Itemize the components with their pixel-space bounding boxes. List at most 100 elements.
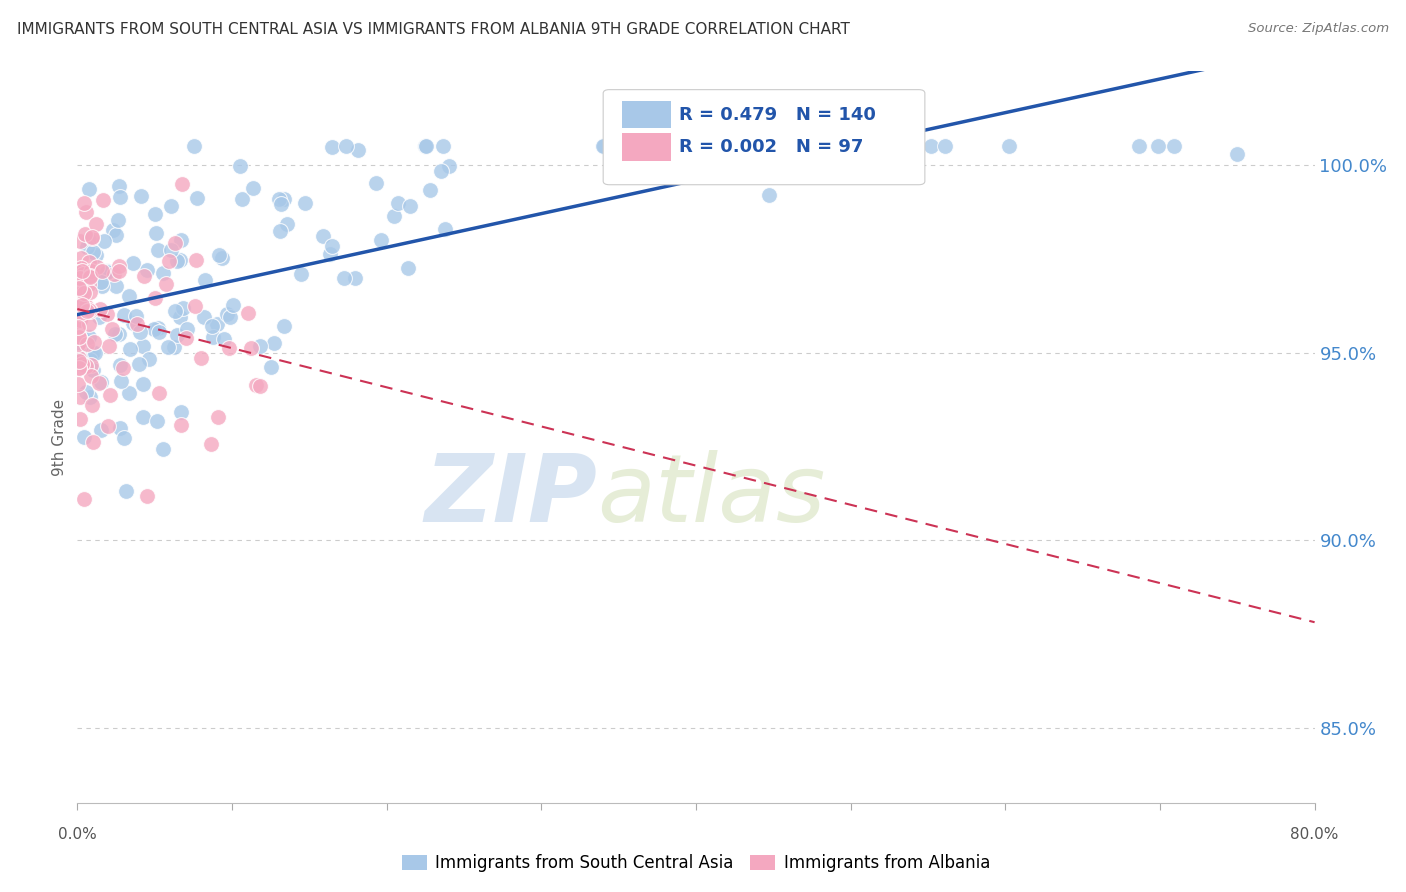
Point	[129, 188, 152, 202]
Point	[77, 277, 100, 292]
Point	[110, 421, 132, 435]
Point	[270, 197, 292, 211]
Point	[166, 254, 188, 268]
Text: R = 0.002   N = 97: R = 0.002 N = 97	[679, 137, 863, 156]
Point	[105, 279, 128, 293]
Point	[169, 253, 191, 268]
Point	[80, 231, 103, 245]
Point	[72, 267, 94, 281]
Point	[201, 330, 224, 344]
Point	[97, 419, 120, 434]
Point	[73, 285, 96, 300]
Point	[79, 285, 101, 299]
Point	[156, 340, 179, 354]
Point	[142, 321, 165, 335]
Point	[211, 251, 233, 265]
Text: ZIP: ZIP	[425, 450, 598, 541]
Point	[67, 344, 90, 359]
Point	[934, 139, 956, 153]
Point	[415, 139, 437, 153]
Point	[112, 360, 135, 375]
Point	[396, 261, 419, 276]
Text: IMMIGRANTS FROM SOUTH CENTRAL ASIA VS IMMIGRANTS FROM ALBANIA 9TH GRADE CORRELAT: IMMIGRANTS FROM SOUTH CENTRAL ASIA VS IM…	[17, 22, 849, 37]
Point	[343, 270, 366, 285]
Text: 0.0%: 0.0%	[58, 827, 97, 841]
Point	[193, 310, 215, 325]
Point	[108, 179, 131, 194]
Point	[67, 322, 90, 336]
Point	[69, 298, 91, 312]
Point	[294, 195, 316, 210]
Point	[143, 207, 166, 221]
Point	[93, 234, 115, 248]
Point	[82, 245, 104, 260]
Point	[77, 233, 100, 247]
Point	[90, 276, 112, 290]
Bar	[621, 133, 671, 161]
Point	[810, 139, 832, 153]
Point	[245, 378, 267, 392]
Point	[332, 271, 354, 285]
Point	[128, 325, 150, 339]
Point	[89, 310, 111, 324]
Point	[174, 330, 197, 344]
Point	[96, 307, 118, 321]
Point	[132, 339, 155, 353]
Point	[152, 266, 174, 280]
Point	[194, 272, 217, 286]
Point	[647, 139, 669, 153]
Point	[122, 256, 145, 270]
Point	[69, 234, 91, 248]
Point	[72, 430, 94, 444]
Point	[83, 334, 105, 349]
Point	[114, 484, 136, 499]
Point	[136, 489, 159, 503]
Point	[236, 306, 259, 320]
Point	[101, 322, 124, 336]
Point	[347, 143, 370, 157]
Point	[118, 386, 141, 401]
Point	[73, 196, 96, 211]
Point	[758, 188, 780, 202]
Point	[201, 318, 224, 333]
Point	[101, 223, 124, 237]
Point	[263, 336, 285, 351]
Point	[70, 261, 93, 276]
Point	[72, 264, 94, 278]
Point	[132, 269, 155, 284]
FancyBboxPatch shape	[603, 90, 925, 185]
Point	[169, 310, 191, 325]
Point	[170, 405, 193, 419]
Point	[124, 309, 146, 323]
Point	[70, 278, 93, 293]
Point	[67, 292, 90, 306]
Point	[79, 268, 101, 283]
Point	[190, 351, 212, 366]
Point	[170, 177, 193, 191]
Point	[67, 301, 90, 315]
Point	[70, 306, 93, 320]
Point	[1128, 139, 1150, 153]
Point	[104, 326, 127, 341]
Point	[321, 239, 343, 253]
Point	[79, 391, 101, 405]
Point	[67, 281, 90, 295]
Point	[107, 260, 129, 274]
Point	[415, 139, 437, 153]
Point	[79, 329, 101, 343]
Point	[184, 253, 207, 268]
Point	[259, 360, 281, 375]
Point	[269, 224, 291, 238]
Point	[108, 358, 131, 372]
Point	[69, 283, 91, 297]
Point	[208, 248, 231, 262]
Point	[67, 330, 90, 344]
Point	[148, 321, 170, 335]
Point	[82, 363, 104, 377]
Point	[143, 291, 166, 305]
Text: R = 0.479   N = 140: R = 0.479 N = 140	[679, 105, 876, 123]
Point	[160, 198, 183, 212]
Point	[276, 217, 298, 231]
Point	[67, 291, 90, 305]
Point	[592, 139, 614, 153]
